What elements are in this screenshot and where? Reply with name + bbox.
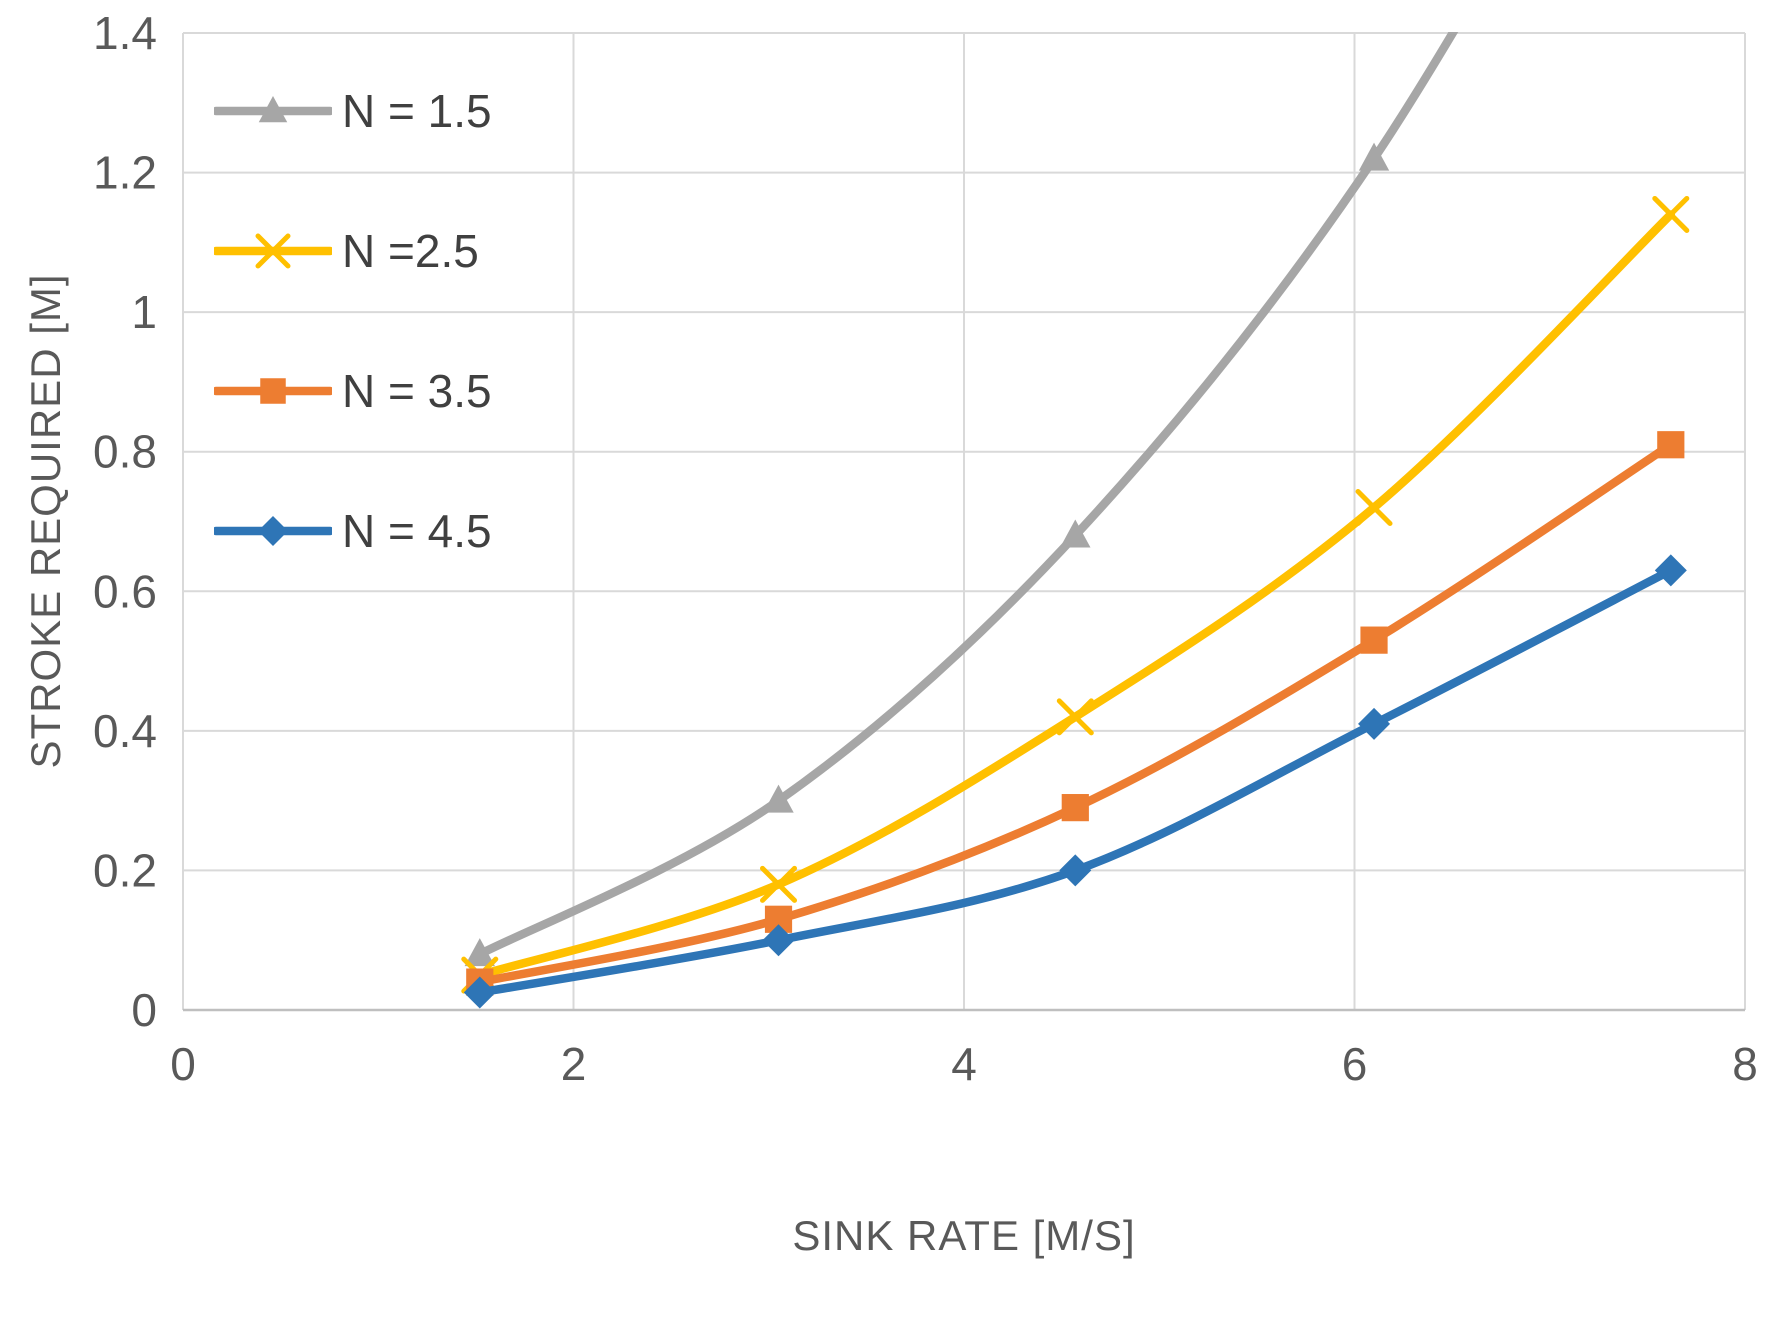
y-tick-label: 0.8 <box>93 426 157 478</box>
legend-label: N = 3.5 <box>342 365 492 417</box>
legend-marker-triangle-icon <box>214 96 332 123</box>
x-tick-label: 2 <box>561 1038 587 1090</box>
series-1.5 <box>464 32 1459 967</box>
legend-label: N =2.5 <box>342 225 479 277</box>
legend-marker-x-icon <box>214 233 332 269</box>
x-tick-label: 8 <box>1732 1038 1758 1090</box>
series-4.5 <box>463 554 1687 1009</box>
y-tick-label: 0.4 <box>93 705 157 757</box>
legend-item: N = 4.5 <box>214 502 492 560</box>
legend-label: N = 1.5 <box>342 85 492 137</box>
y-tick-label: 0 <box>131 984 157 1036</box>
gridlines <box>182 32 1746 1011</box>
y-tick-label: 1.2 <box>93 147 157 199</box>
x-tick-label: 4 <box>951 1038 977 1090</box>
y-axis-title: STROKE REQUIRED [M] <box>22 273 69 769</box>
y-tick-label: 0.2 <box>93 844 157 896</box>
y-tick-label: 0.6 <box>93 565 157 617</box>
legend-label: N = 4.5 <box>342 505 492 557</box>
y-tick-label: 1.4 <box>93 7 157 59</box>
x-tick-label: 0 <box>170 1038 196 1090</box>
legend-item: N = 3.5 <box>214 362 492 420</box>
legend-item: N = 1.5 <box>214 82 492 140</box>
legend-marker-diamond-icon <box>214 516 332 546</box>
y-tick-label: 1 <box>131 286 157 338</box>
series-group <box>461 32 1690 1009</box>
legend-item: N =2.5 <box>214 222 492 280</box>
x-axis-title: SINK RATE [M/S] <box>792 1212 1136 1259</box>
legend-marker-square-icon <box>214 378 332 404</box>
x-tick-label: 6 <box>1342 1038 1368 1090</box>
chart-legend: N = 1.5 N =2.5 N = 3.5 N = 4.5 <box>214 82 492 560</box>
tick-labels: 0 2 4 6 8 0 0.2 0.4 0.6 0.8 1 1.2 1.4 <box>93 7 1758 1090</box>
